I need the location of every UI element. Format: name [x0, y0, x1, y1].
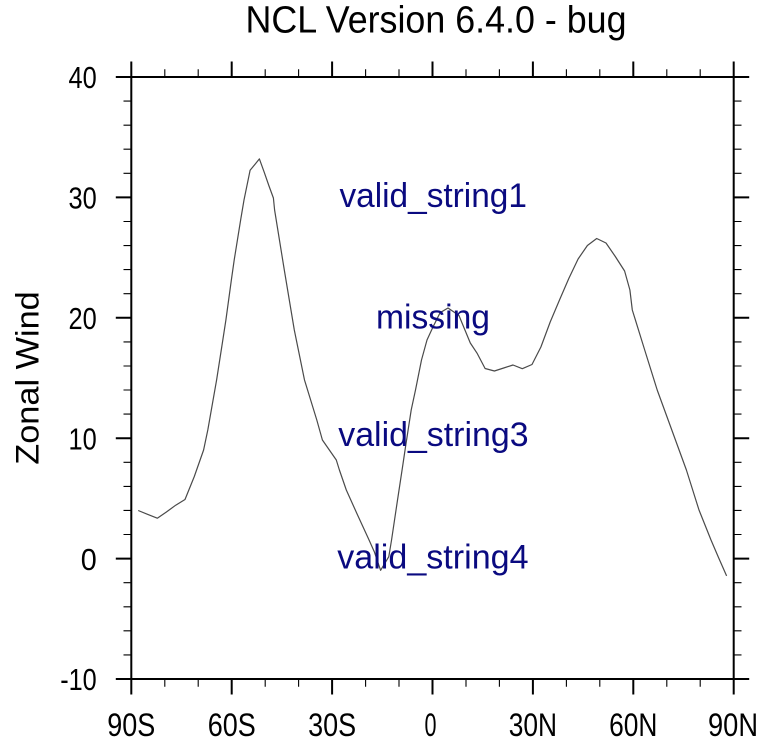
svg-text:30N: 30N	[509, 707, 557, 743]
svg-text:90N: 90N	[708, 707, 758, 743]
svg-text:0: 0	[81, 542, 97, 577]
svg-text:valid_string1: valid_string1	[339, 177, 527, 215]
svg-text:60N: 60N	[609, 707, 657, 743]
svg-text:30S: 30S	[308, 707, 356, 743]
svg-text:40: 40	[68, 60, 96, 95]
svg-text:90S: 90S	[107, 707, 155, 743]
svg-text:0: 0	[425, 707, 437, 743]
svg-text:valid_string3: valid_string3	[338, 416, 528, 454]
svg-text:NCL Version 6.4.0 - bug: NCL Version 6.4.0 - bug	[246, 0, 627, 42]
svg-text:20: 20	[68, 301, 96, 336]
svg-text:-10: -10	[60, 662, 97, 697]
svg-text:missing: missing	[376, 299, 490, 337]
svg-text:60S: 60S	[208, 707, 256, 743]
svg-text:Zonal Wind: Zonal Wind	[10, 291, 46, 465]
svg-text:10: 10	[68, 421, 96, 456]
svg-text:valid_string4: valid_string4	[337, 539, 528, 577]
svg-text:30: 30	[68, 181, 96, 216]
